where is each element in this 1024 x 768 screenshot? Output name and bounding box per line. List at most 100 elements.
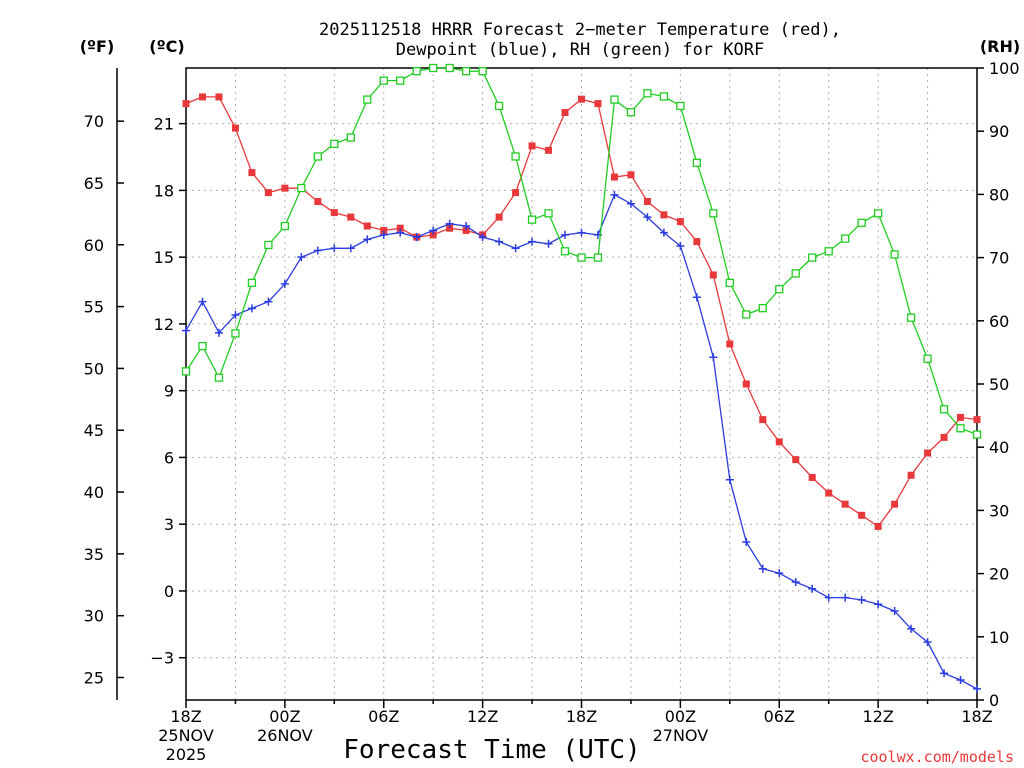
- rh-point: [906, 313, 916, 322]
- rh-point: [560, 247, 570, 256]
- dewpoint-point: [182, 326, 190, 335]
- temperature-point: [775, 438, 783, 446]
- x-tick-label: 06Z: [368, 707, 399, 726]
- rh-tick-label: 30: [989, 501, 1009, 520]
- celsius-tick-label: 3: [164, 515, 174, 534]
- temperature-point: [973, 416, 981, 424]
- data-series: [181, 63, 982, 693]
- rh-point: [396, 76, 405, 85]
- rh-point: [330, 139, 339, 148]
- dewpoint-point: [280, 279, 289, 288]
- temperature-point: [561, 109, 569, 117]
- rh-point: [544, 209, 553, 218]
- x-tick-label: 18Z: [961, 707, 992, 726]
- rh-point: [527, 215, 537, 224]
- rh-point: [972, 430, 982, 439]
- dewpoint-point: [429, 226, 438, 235]
- temperature-point: [792, 456, 800, 464]
- dewpoint-point: [346, 244, 355, 253]
- temperature-point: [924, 449, 932, 457]
- temperature-point: [957, 413, 965, 421]
- rh-point: [873, 209, 883, 218]
- dewpoint-point: [626, 199, 635, 208]
- temperature-point: [380, 226, 388, 234]
- temperature-point: [248, 169, 256, 177]
- x-axis-title: Forecast Time (UTC): [343, 735, 640, 765]
- rh-point: [214, 373, 224, 382]
- dewpoint-point: [313, 246, 322, 255]
- rh-tick-label: 100: [989, 59, 1020, 78]
- temperature-point: [808, 473, 816, 481]
- dewpoint-point: [808, 584, 817, 593]
- dewpoint-point: [445, 219, 454, 228]
- rh-point: [181, 367, 191, 376]
- rh-point: [379, 76, 388, 85]
- dewpoint-point: [396, 228, 405, 237]
- dewpoint-point: [758, 564, 767, 573]
- x-tick-label: 26NOV: [257, 726, 313, 745]
- fahrenheit-tick-label: 50: [84, 359, 104, 378]
- dewpoint-point: [956, 675, 965, 684]
- dewpoint-point: [973, 684, 981, 693]
- dewpoint-point: [676, 242, 685, 251]
- dewpoint-point: [610, 190, 619, 199]
- x-tick-label: 00Z: [665, 707, 696, 726]
- rh-point: [758, 304, 767, 313]
- fahrenheit-tick-label: 25: [84, 668, 104, 687]
- rh-point: [808, 253, 817, 262]
- temperature-point: [330, 209, 338, 217]
- rh-tick-label: 0: [989, 691, 999, 710]
- dewpoint-point: [511, 244, 520, 253]
- dewpoint-point: [692, 293, 701, 302]
- fahrenheit-tick-label: 65: [84, 174, 104, 193]
- celsius-unit-label: (ºC): [149, 37, 184, 56]
- celsius-tick-label: 18: [154, 181, 174, 200]
- temperature-point: [660, 211, 668, 219]
- temperature-point: [825, 489, 833, 497]
- dewpoint-point: [923, 638, 932, 647]
- rh-point: [494, 101, 504, 111]
- temperature-point: [891, 500, 899, 508]
- x-tick-label: 18Z: [170, 707, 201, 726]
- celsius-tick-label: 6: [164, 448, 174, 467]
- rh-point: [264, 240, 273, 250]
- dewpoint-point: [231, 311, 240, 320]
- temperature-point: [907, 471, 915, 479]
- rh-point: [429, 63, 438, 73]
- rh-point: [725, 278, 734, 288]
- rh-point: [626, 108, 636, 117]
- chart-title-line-2: Dewpoint (blue), RH (green) for KORF: [396, 40, 764, 60]
- rh-point: [313, 152, 322, 161]
- x-tick-label: 12Z: [862, 707, 893, 726]
- dewpoint-point: [561, 230, 570, 239]
- dewpoint-point: [330, 244, 339, 253]
- temperature-point: [512, 189, 520, 197]
- rh-point: [593, 253, 603, 262]
- temperature-point: [363, 222, 371, 230]
- fahrenheit-tick-label: 70: [84, 112, 104, 131]
- rh-point: [923, 354, 932, 363]
- celsius-tick-label: 21: [154, 115, 174, 134]
- rh-point: [824, 247, 833, 256]
- temperature-point: [264, 189, 272, 197]
- dewpoint-point: [462, 222, 471, 230]
- dewpoint-point: [742, 538, 751, 546]
- dewpoint-point: [874, 600, 883, 609]
- dewpoint-point: [544, 239, 553, 248]
- temperature-point: [858, 511, 866, 519]
- rh-point: [659, 92, 669, 101]
- rh-point: [461, 67, 471, 76]
- rh-point: [280, 221, 290, 231]
- dewpoint-point: [791, 578, 800, 587]
- rh-point: [478, 67, 487, 76]
- dewpoint-point: [363, 235, 372, 244]
- dewpoint-point: [643, 213, 652, 222]
- dewpoint-point: [247, 304, 256, 313]
- temperature-point: [676, 218, 684, 226]
- temperature-point: [347, 213, 355, 221]
- temperature-point: [545, 146, 553, 154]
- rh-point: [890, 250, 899, 259]
- dewpoint-point: [412, 233, 421, 242]
- dewpoint-point: [379, 230, 388, 239]
- dewpoint-point: [297, 253, 306, 262]
